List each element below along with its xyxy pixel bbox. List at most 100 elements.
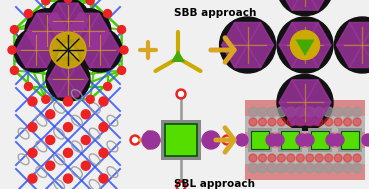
Circle shape bbox=[64, 98, 72, 105]
Circle shape bbox=[314, 107, 324, 117]
Circle shape bbox=[342, 107, 352, 117]
Circle shape bbox=[176, 89, 186, 99]
Circle shape bbox=[295, 163, 305, 173]
Circle shape bbox=[202, 131, 220, 149]
Polygon shape bbox=[68, 79, 88, 97]
Polygon shape bbox=[90, 33, 110, 50]
Bar bbox=[245, 164, 365, 180]
Circle shape bbox=[176, 181, 186, 189]
Circle shape bbox=[104, 10, 111, 18]
Polygon shape bbox=[58, 79, 78, 97]
Circle shape bbox=[99, 97, 108, 106]
Circle shape bbox=[86, 95, 94, 103]
Polygon shape bbox=[296, 40, 314, 56]
Circle shape bbox=[99, 123, 108, 132]
Circle shape bbox=[325, 154, 332, 162]
Polygon shape bbox=[305, 80, 331, 102]
Circle shape bbox=[277, 154, 285, 162]
Circle shape bbox=[104, 82, 111, 90]
Bar bbox=[245, 100, 365, 116]
Bar bbox=[245, 148, 365, 164]
Circle shape bbox=[46, 110, 55, 119]
Polygon shape bbox=[89, 31, 109, 48]
Polygon shape bbox=[48, 62, 68, 79]
Circle shape bbox=[353, 154, 361, 162]
Polygon shape bbox=[89, 13, 109, 31]
Bar bbox=[308, 128, 332, 152]
Polygon shape bbox=[27, 31, 47, 48]
Circle shape bbox=[10, 26, 18, 34]
Circle shape bbox=[24, 10, 32, 18]
Polygon shape bbox=[235, 22, 261, 45]
Polygon shape bbox=[68, 21, 88, 38]
Bar bbox=[281, 131, 299, 149]
Bar bbox=[161, 120, 201, 160]
Polygon shape bbox=[58, 3, 78, 21]
Circle shape bbox=[267, 163, 277, 173]
Polygon shape bbox=[47, 13, 68, 31]
Circle shape bbox=[179, 91, 183, 97]
Polygon shape bbox=[235, 45, 261, 67]
Circle shape bbox=[315, 118, 323, 126]
Circle shape bbox=[276, 107, 286, 117]
Circle shape bbox=[42, 95, 50, 103]
Circle shape bbox=[63, 174, 72, 183]
Circle shape bbox=[334, 17, 369, 73]
Circle shape bbox=[295, 107, 305, 117]
Polygon shape bbox=[37, 13, 57, 31]
Circle shape bbox=[220, 17, 276, 73]
Circle shape bbox=[314, 163, 324, 173]
Bar bbox=[245, 116, 365, 132]
Circle shape bbox=[63, 148, 72, 157]
Polygon shape bbox=[279, 102, 305, 125]
Circle shape bbox=[10, 66, 18, 74]
Circle shape bbox=[286, 107, 296, 117]
Circle shape bbox=[277, 17, 333, 73]
Circle shape bbox=[333, 107, 343, 117]
Polygon shape bbox=[36, 33, 56, 50]
Circle shape bbox=[248, 107, 258, 117]
Circle shape bbox=[306, 118, 314, 126]
Polygon shape bbox=[16, 50, 36, 67]
Circle shape bbox=[28, 174, 37, 183]
Polygon shape bbox=[279, 45, 305, 67]
Polygon shape bbox=[48, 79, 68, 97]
Circle shape bbox=[78, 28, 122, 72]
Circle shape bbox=[14, 28, 58, 72]
Circle shape bbox=[267, 107, 277, 117]
Bar bbox=[248, 128, 272, 152]
Circle shape bbox=[326, 134, 338, 146]
Polygon shape bbox=[292, 0, 318, 10]
Circle shape bbox=[306, 154, 314, 162]
Polygon shape bbox=[48, 21, 68, 38]
Circle shape bbox=[352, 107, 362, 117]
Circle shape bbox=[272, 134, 284, 146]
Polygon shape bbox=[279, 0, 305, 10]
Circle shape bbox=[353, 118, 361, 126]
Polygon shape bbox=[48, 3, 68, 21]
Bar bbox=[278, 128, 302, 152]
Polygon shape bbox=[37, 31, 57, 48]
Polygon shape bbox=[305, 0, 331, 10]
Circle shape bbox=[362, 134, 369, 146]
Circle shape bbox=[315, 154, 323, 162]
Circle shape bbox=[287, 118, 295, 126]
Bar bbox=[245, 132, 365, 148]
Circle shape bbox=[224, 138, 230, 143]
Polygon shape bbox=[79, 31, 99, 48]
Polygon shape bbox=[292, 102, 318, 125]
Circle shape bbox=[305, 163, 315, 173]
Polygon shape bbox=[362, 45, 369, 67]
Polygon shape bbox=[292, 45, 318, 67]
Circle shape bbox=[81, 110, 90, 119]
Polygon shape bbox=[279, 80, 305, 102]
Circle shape bbox=[142, 131, 160, 149]
Polygon shape bbox=[349, 22, 369, 45]
Circle shape bbox=[118, 26, 125, 34]
Polygon shape bbox=[337, 45, 362, 67]
Text: SBL approach: SBL approach bbox=[175, 179, 255, 189]
Circle shape bbox=[81, 136, 90, 145]
Circle shape bbox=[325, 118, 332, 126]
Polygon shape bbox=[305, 45, 331, 67]
Circle shape bbox=[296, 154, 304, 162]
